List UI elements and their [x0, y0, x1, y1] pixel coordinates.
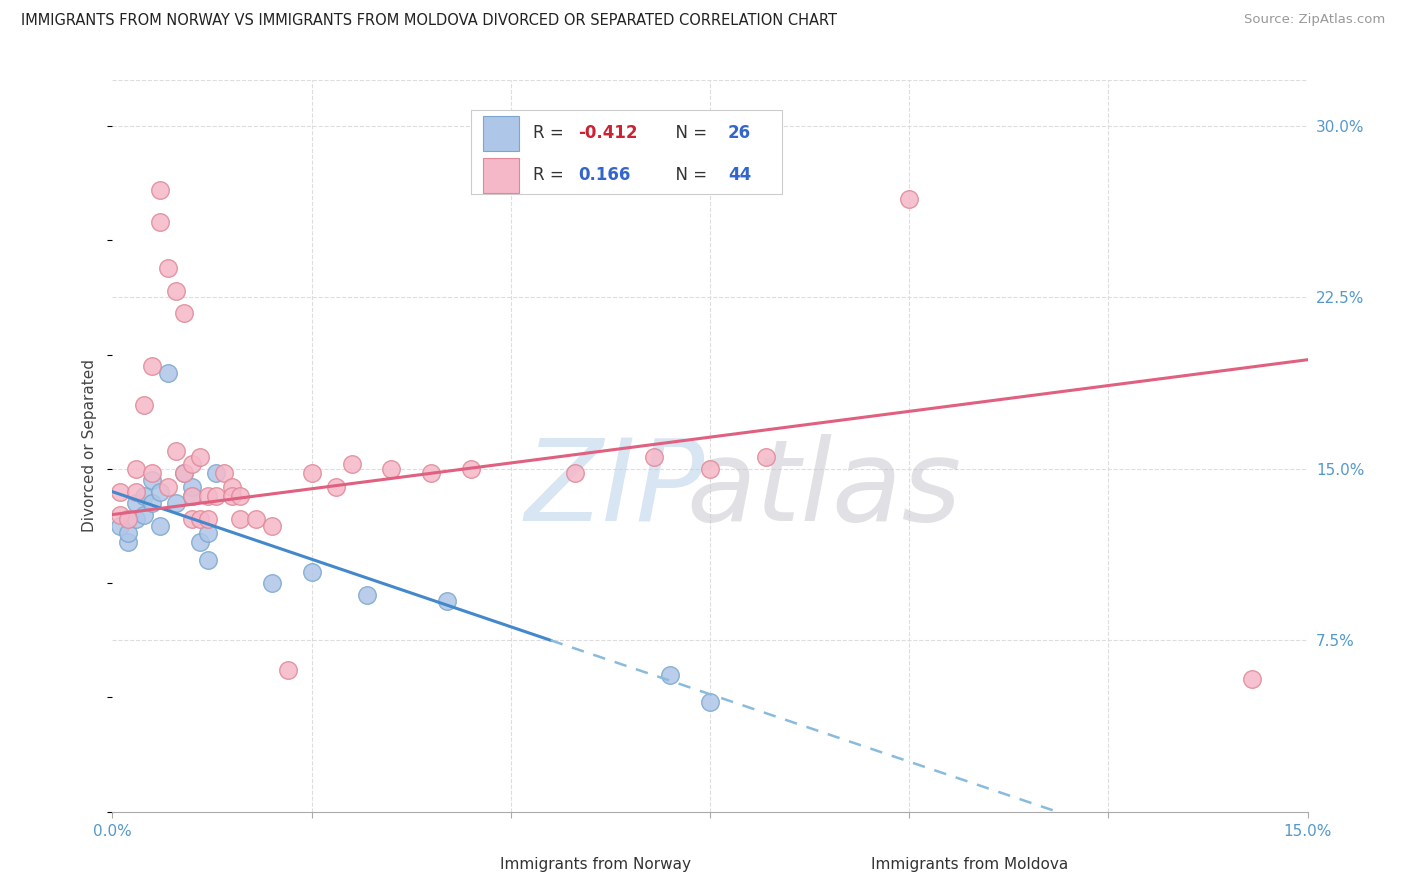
Text: ZIP: ZIP [524, 434, 704, 545]
Text: Source: ZipAtlas.com: Source: ZipAtlas.com [1244, 13, 1385, 27]
Point [699, 695, 721, 709]
Point [157, 366, 180, 380]
Point [165, 496, 187, 510]
Point [188, 450, 211, 465]
Point [149, 215, 172, 229]
Point [260, 519, 283, 533]
Text: 44: 44 [728, 166, 751, 184]
Point [460, 462, 482, 476]
Text: N =: N = [665, 124, 711, 142]
Point [181, 489, 204, 503]
Point [141, 467, 163, 481]
Point [197, 489, 219, 503]
Point [134, 398, 156, 412]
Point [436, 594, 458, 608]
Point [340, 458, 363, 472]
Text: IMMIGRANTS FROM NORWAY VS IMMIGRANTS FROM MOLDOVA DIVORCED OR SEPARATED CORRELAT: IMMIGRANTS FROM NORWAY VS IMMIGRANTS FRO… [21, 13, 837, 29]
Point [125, 484, 148, 499]
Point [141, 359, 163, 373]
Text: 0.166: 0.166 [579, 166, 631, 184]
Bar [484, 116, 519, 151]
Point [659, 667, 682, 681]
Point [420, 467, 443, 481]
Point [117, 535, 139, 549]
Point [134, 508, 156, 522]
Text: 26: 26 [728, 124, 751, 142]
Point [157, 260, 180, 275]
Point [229, 489, 252, 503]
Point [181, 480, 204, 494]
Point [755, 450, 778, 465]
Point [181, 458, 204, 472]
Point [149, 484, 172, 499]
Point [221, 489, 243, 503]
Point [173, 467, 195, 481]
Point [212, 467, 235, 481]
Point [205, 489, 228, 503]
Point [1240, 672, 1263, 686]
Text: Immigrants from Moldova: Immigrants from Moldova [872, 857, 1069, 871]
Point [197, 553, 219, 567]
Y-axis label: Divorced or Separated: Divorced or Separated [82, 359, 97, 533]
Point [181, 489, 204, 503]
Point [643, 450, 665, 465]
Text: Immigrants from Norway: Immigrants from Norway [499, 857, 690, 871]
Point [173, 306, 195, 320]
Point [898, 192, 921, 206]
Point [197, 512, 219, 526]
Point [173, 467, 195, 481]
Text: atlas: atlas [686, 434, 962, 545]
Point [141, 496, 163, 510]
Point [134, 489, 156, 503]
Point [325, 480, 347, 494]
Point [149, 183, 172, 197]
Point [301, 467, 323, 481]
Point [125, 462, 148, 476]
Point [188, 535, 211, 549]
Text: -0.412: -0.412 [579, 124, 638, 142]
Text: R =: R = [533, 166, 569, 184]
Point [205, 467, 228, 481]
Bar [458, 854, 492, 875]
Bar [484, 158, 519, 193]
Point [380, 462, 402, 476]
Point [125, 496, 148, 510]
Point [125, 512, 148, 526]
Point [165, 443, 187, 458]
Point [277, 663, 299, 677]
Point [157, 480, 180, 494]
Text: R =: R = [533, 124, 569, 142]
Point [117, 512, 139, 526]
Bar [830, 854, 863, 875]
Point [110, 484, 132, 499]
Point [197, 525, 219, 540]
Point [699, 462, 721, 476]
Point [356, 588, 378, 602]
Point [141, 473, 163, 487]
Point [245, 512, 267, 526]
Point [188, 512, 211, 526]
Point [181, 512, 204, 526]
Point [165, 284, 187, 298]
Point [221, 480, 243, 494]
Point [110, 519, 132, 533]
Text: N =: N = [665, 166, 711, 184]
Point [149, 519, 172, 533]
Point [110, 508, 132, 522]
Point [564, 467, 586, 481]
Point [301, 565, 323, 579]
Point [229, 512, 252, 526]
Point [260, 576, 283, 591]
FancyBboxPatch shape [471, 110, 782, 194]
Point [117, 525, 139, 540]
